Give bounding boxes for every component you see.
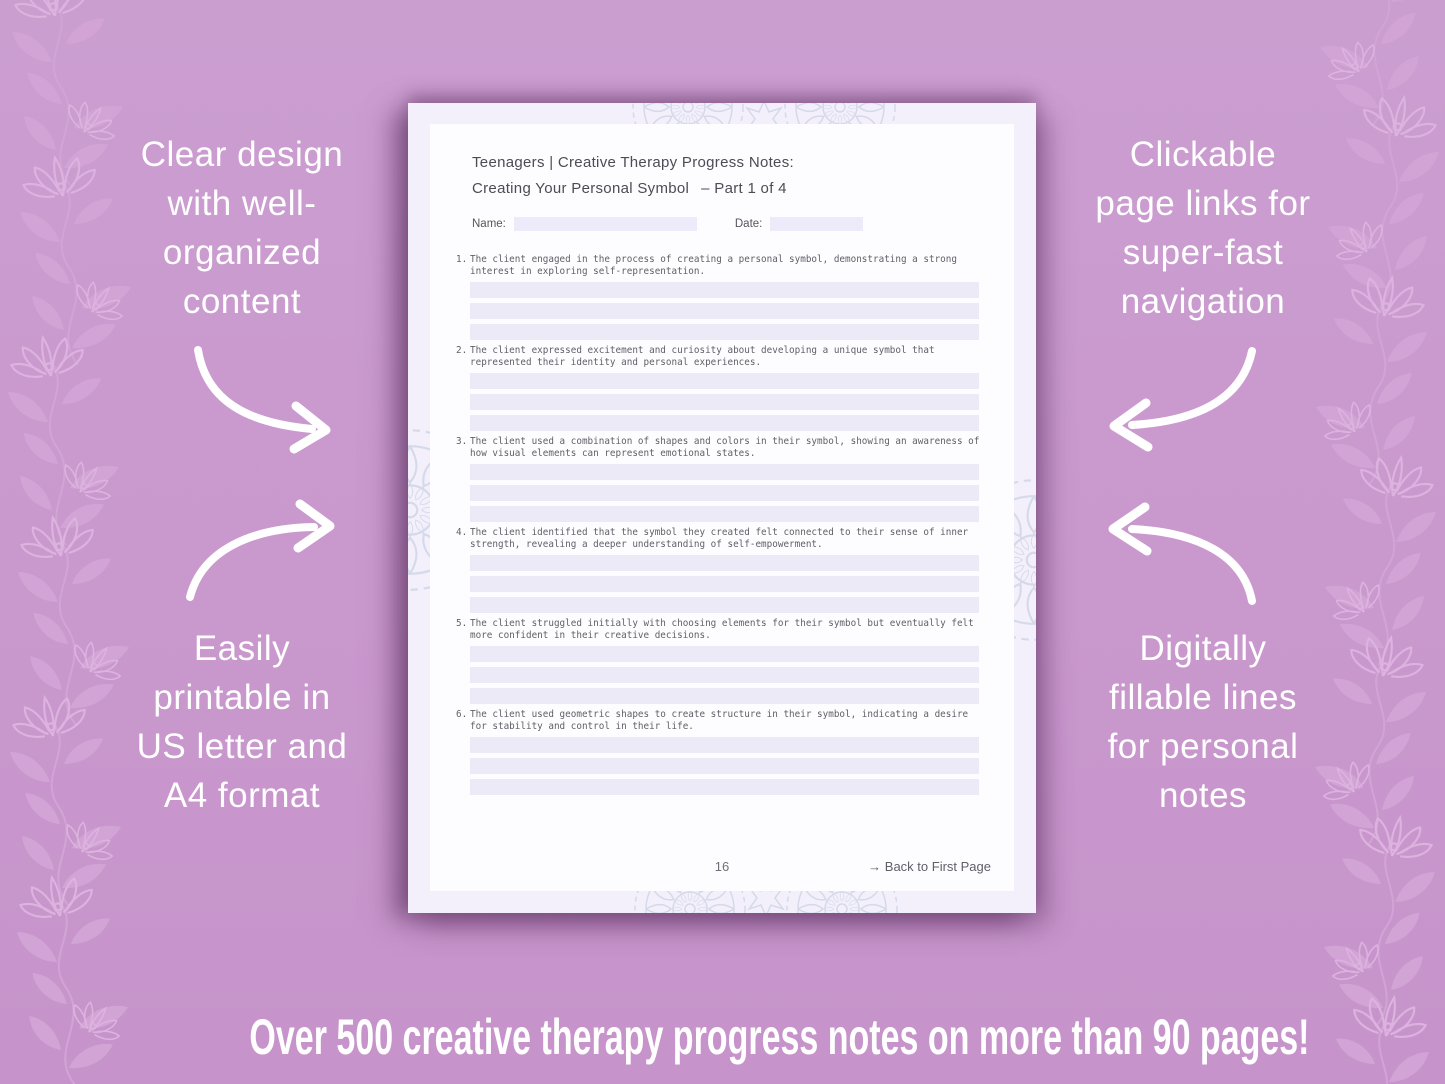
fillable-line[interactable] <box>470 282 979 298</box>
progress-notes-list: 1. The client engaged in the process of … <box>456 254 982 800</box>
progress-note-item-2: 2. The client expressed excitement and c… <box>456 345 982 431</box>
item-text: The client engaged in the process of cre… <box>470 254 957 277</box>
fillable-line[interactable] <box>470 464 979 480</box>
progress-note-item-5: 5. The client struggled initially with c… <box>456 618 982 704</box>
document-footer: 16 → Back to First Page <box>430 859 1014 875</box>
date-field[interactable] <box>770 217 864 231</box>
name-label: Name: <box>472 218 506 230</box>
back-to-first-page-link[interactable]: → Back to First Page <box>868 859 991 874</box>
date-label: Date: <box>734 218 763 230</box>
progress-note-item-4: 4. The client identified that the symbol… <box>456 527 982 613</box>
fillable-line[interactable] <box>470 688 979 704</box>
callout-clickable-links: Clickable page links for super-fast navi… <box>1095 135 1311 321</box>
arrow-top-left <box>194 346 331 454</box>
item-number: 4. <box>456 527 468 538</box>
item-text: The client struggled initially with choo… <box>470 618 974 641</box>
name-field[interactable] <box>513 217 697 231</box>
item-text: The client used a combination of shapes … <box>470 436 980 459</box>
worksheet-panel: Teenagers | Creative Therapy Progress No… <box>408 103 1036 913</box>
progress-note-item-3: 3. The client used a combination of shap… <box>456 436 982 522</box>
fillable-line[interactable] <box>470 779 979 795</box>
callout-clear-design: Clear design with well- organized conten… <box>140 135 344 321</box>
item-number: 5. <box>456 618 468 629</box>
fillable-line[interactable] <box>470 667 979 683</box>
name-date-row: Name: Date: <box>472 216 864 232</box>
page-number: 16 <box>714 859 730 874</box>
item-number: 3. <box>456 436 468 447</box>
document-title-line2: Creating Your Personal Symbol – Part 1 of… <box>472 180 787 197</box>
document-title-line1: Teenagers | Creative Therapy Progress No… <box>472 154 794 171</box>
item-number: 2. <box>456 345 468 356</box>
item-number: 1. <box>456 254 468 265</box>
worksheet-page: Teenagers | Creative Therapy Progress No… <box>430 124 1014 891</box>
fillable-line[interactable] <box>470 394 979 410</box>
callout-fillable-lines: Digitally fillable lines for personal no… <box>1107 629 1299 815</box>
bottom-banner: Over 500 creative therapy progress notes… <box>0 1008 1445 1066</box>
progress-note-item-6: 6. The client used geometric shapes to c… <box>456 709 982 795</box>
fillable-line[interactable] <box>470 737 979 753</box>
arrow-bottom-right <box>1108 502 1256 605</box>
fillable-line[interactable] <box>470 373 979 389</box>
fillable-line[interactable] <box>470 506 979 522</box>
item-number: 6. <box>456 709 468 720</box>
fillable-line[interactable] <box>470 576 979 592</box>
fillable-line[interactable] <box>470 758 979 774</box>
document-part-label: – Part 1 of 4 <box>701 180 787 197</box>
item-text: The client identified that the symbol th… <box>470 527 969 550</box>
fillable-line[interactable] <box>470 485 979 501</box>
fillable-line[interactable] <box>470 303 979 319</box>
fillable-line[interactable] <box>470 597 979 613</box>
fillable-line[interactable] <box>470 646 979 662</box>
fillable-line[interactable] <box>470 555 979 571</box>
arrow-top-right <box>1109 347 1256 452</box>
document-title: Teenagers | Creative Therapy Progress No… <box>472 150 794 202</box>
item-text: The client expressed excitement and curi… <box>470 345 935 368</box>
item-text: The client used geometric shapes to crea… <box>470 709 969 732</box>
callout-printable: Easily printable in US letter and A4 for… <box>136 629 348 815</box>
arrow-bottom-left <box>186 499 335 601</box>
fillable-line[interactable] <box>470 324 979 340</box>
banner-text: Over 500 creative therapy progress notes… <box>249 1009 1310 1065</box>
fillable-line[interactable] <box>470 415 979 431</box>
progress-note-item-1: 1. The client engaged in the process of … <box>456 254 982 340</box>
